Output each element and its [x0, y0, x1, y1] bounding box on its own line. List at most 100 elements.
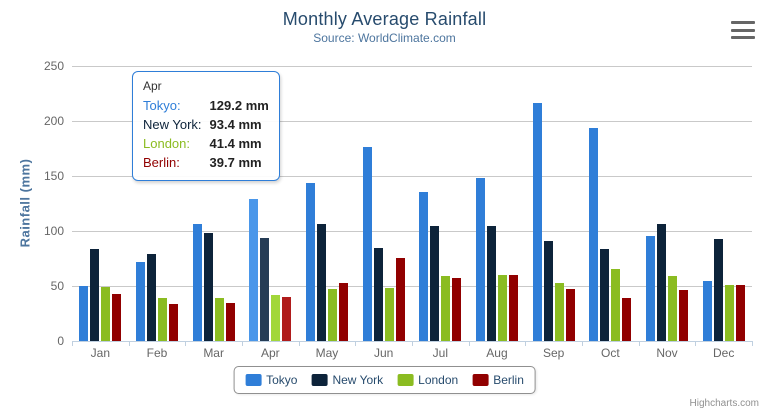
bar-london-apr[interactable] [271, 295, 281, 341]
bar-tokyo-feb[interactable] [135, 262, 145, 341]
x-axis-tick [582, 341, 583, 346]
bar-berlin-apr[interactable] [282, 297, 292, 341]
x-axis-label-nov: Nov [656, 346, 678, 360]
legend-item-london[interactable]: London [397, 373, 458, 387]
bar-berlin-jul[interactable] [452, 277, 462, 341]
bar-london-jul[interactable] [441, 276, 451, 341]
x-axis-tick [242, 341, 243, 346]
tooltip-rows: Tokyo: 129.2 mm New York: 93.4 mm London: 41.… [143, 96, 269, 172]
bar-berlin-dec[interactable] [735, 284, 745, 341]
bar-berlin-mar[interactable] [225, 303, 235, 341]
plot-area [72, 65, 752, 342]
y-axis-label: 200 [43, 114, 64, 128]
credits-link[interactable]: Highcharts.com [689, 398, 759, 409]
bar-tokyo-sep[interactable] [532, 102, 542, 341]
bar-berlin-jan[interactable] [112, 294, 122, 341]
legend-label: London [418, 373, 459, 387]
bar-tokyo-may[interactable] [305, 182, 315, 341]
category-group-apr [242, 66, 299, 341]
bar-new-york-mar[interactable] [203, 232, 213, 341]
chart-subtitle: Source: WorldClimate.com [313, 31, 456, 45]
bar-new-york-oct[interactable] [600, 249, 610, 341]
x-axis-label-mar: Mar [203, 346, 224, 360]
bar-new-york-nov[interactable] [656, 223, 666, 341]
bar-new-york-jan[interactable] [90, 249, 100, 341]
bar-new-york-aug[interactable] [486, 226, 496, 341]
x-axis-tick [412, 341, 413, 346]
x-axis-label-oct: Oct [600, 346, 620, 360]
legend-label: New York [332, 373, 384, 387]
bar-tokyo-oct[interactable] [589, 127, 599, 341]
bar-new-york-may[interactable] [316, 224, 326, 341]
category-group-sep [525, 66, 582, 341]
bar-new-york-dec[interactable] [713, 239, 723, 341]
y-axis-label: 100 [43, 224, 64, 238]
bar-tokyo-aug[interactable] [475, 177, 485, 341]
bar-berlin-sep[interactable] [565, 288, 575, 341]
bar-london-may[interactable] [327, 289, 337, 341]
legend-swatch-icon [245, 374, 262, 386]
bar-london-sep[interactable] [554, 283, 564, 341]
x-axis-label-dec: Dec [712, 346, 735, 360]
chart-title: Monthly Average Rainfall [282, 9, 487, 29]
x-axis-label-aug: Aug [486, 346, 508, 360]
bar-new-york-apr[interactable] [260, 238, 270, 341]
bar-tokyo-mar[interactable] [192, 223, 202, 341]
x-axis-label-may: May [315, 346, 339, 360]
bar-tokyo-jan[interactable] [79, 286, 89, 341]
bar-new-york-sep[interactable] [543, 240, 553, 341]
gridline [72, 175, 752, 177]
legend-swatch-icon [397, 374, 414, 386]
legend-label: Tokyo [266, 373, 298, 387]
bar-london-jun[interactable] [384, 287, 394, 341]
bar-tokyo-nov[interactable] [645, 235, 655, 341]
legend-swatch-icon [311, 374, 328, 386]
bar-london-aug[interactable] [497, 275, 507, 341]
legend-item-berlin[interactable]: Berlin [472, 373, 524, 387]
bar-berlin-aug[interactable] [508, 274, 518, 341]
hamburger-bar [731, 36, 755, 39]
legend-item-new-york[interactable]: New York [311, 373, 383, 387]
bar-london-dec[interactable] [724, 284, 734, 341]
hamburger-icon[interactable] [731, 21, 755, 39]
x-axis-tick [355, 341, 357, 346]
legend-item-tokyo[interactable]: Tokyo [245, 373, 297, 387]
category-group-feb [129, 66, 186, 341]
x-axis-tick [72, 341, 73, 346]
bar-new-york-feb[interactable] [146, 254, 156, 341]
legend-swatch-icon [472, 374, 489, 386]
bar-tokyo-dec[interactable] [702, 281, 712, 341]
bar-london-jan[interactable] [101, 287, 111, 341]
category-group-jul [412, 66, 469, 341]
x-axis-label-apr: Apr [260, 346, 280, 360]
bar-new-york-jun[interactable] [373, 248, 383, 341]
y-axis-label: 150 [43, 169, 64, 183]
bar-london-mar[interactable] [214, 297, 224, 341]
bar-london-feb[interactable] [157, 298, 167, 341]
tooltip-series-label: London: [143, 136, 190, 151]
category-group-mar [185, 66, 242, 341]
x-axis-label-jul: Jul [432, 346, 448, 360]
bar-london-oct[interactable] [611, 269, 621, 341]
category-group-oct [582, 66, 639, 341]
bar-new-york-jul[interactable] [430, 225, 440, 341]
x-axis-tick [695, 341, 697, 346]
bar-berlin-oct[interactable] [622, 298, 632, 341]
bar-berlin-jun[interactable] [395, 257, 405, 341]
x-axis-tick [185, 341, 187, 346]
bar-berlin-feb[interactable] [168, 304, 178, 341]
category-group-may [299, 66, 356, 341]
bar-berlin-may[interactable] [338, 283, 348, 341]
tooltip-value: 41.4 mm [209, 136, 262, 151]
x-axis-tick [468, 341, 470, 346]
bar-berlin-nov[interactable] [678, 289, 688, 341]
tooltip: Apr Tokyo: 129.2 mm New York: 93.4 mm London… [132, 71, 280, 181]
bar-london-nov[interactable] [667, 275, 677, 341]
y-axis-label: 0 [57, 334, 64, 348]
bar-tokyo-jun[interactable] [362, 147, 372, 341]
tooltip-value: 93.4 mm [209, 117, 262, 132]
bar-tokyo-jul[interactable] [419, 191, 429, 341]
bar-tokyo-apr[interactable] [249, 198, 259, 341]
tooltip-value: 39.7 mm [209, 155, 262, 170]
